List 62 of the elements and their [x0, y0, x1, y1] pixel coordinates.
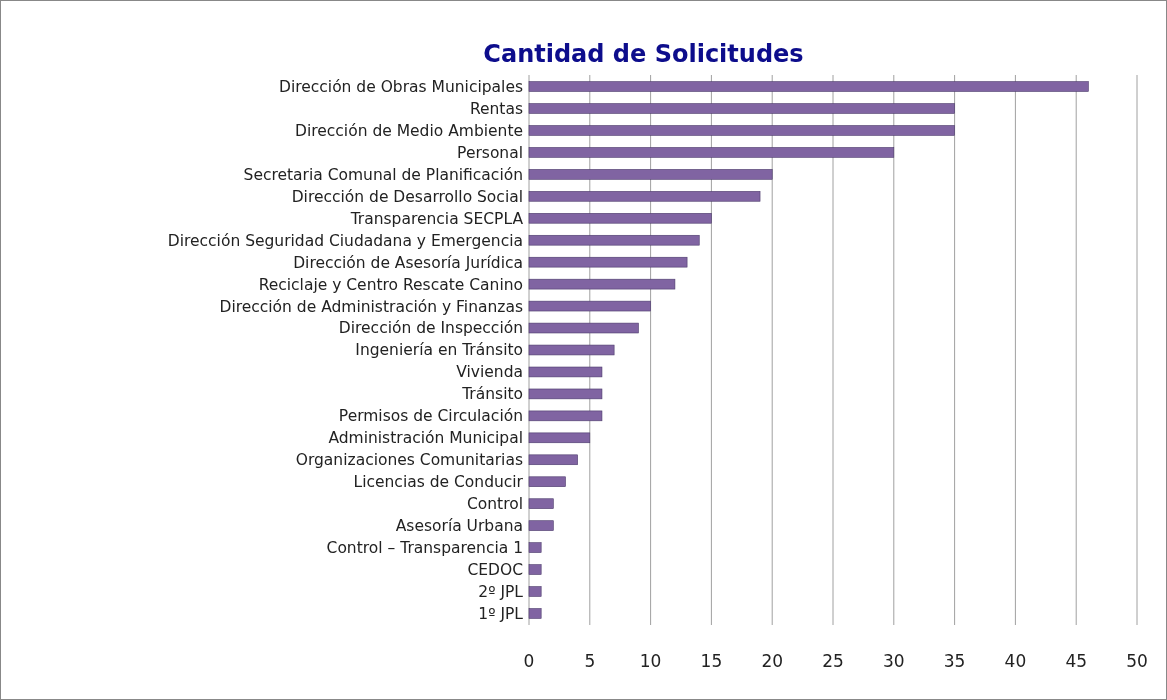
- x-tick-label: 25: [822, 651, 844, 671]
- bar: [528, 322, 639, 334]
- y-tick-label: Licencias de Conducir: [353, 473, 524, 492]
- y-tick-label: Reciclaje y Centro Rescate Canino: [258, 275, 523, 294]
- bar: [528, 125, 955, 136]
- x-tick-label: 40: [1004, 651, 1027, 671]
- bar: [528, 366, 603, 378]
- y-tick-label: Dirección de Inspección: [338, 319, 523, 338]
- bar: [528, 147, 895, 158]
- y-tick-label: Dirección de Obras Municipales: [278, 77, 523, 96]
- y-tick-label: Control – Transparencia 1: [326, 539, 523, 558]
- bar: [528, 169, 773, 180]
- y-tick-label: Dirección de Medio Ambiente: [295, 121, 523, 140]
- y-tick-label: Dirección de Asesoría Jurídica: [293, 253, 523, 272]
- bar: [528, 498, 554, 509]
- x-tick-label: 5: [584, 651, 596, 671]
- x-tick-label: 35: [943, 651, 966, 671]
- bar: [528, 608, 542, 619]
- y-tick-label: 2º JPL: [478, 582, 524, 601]
- bar: [528, 300, 651, 312]
- y-tick-label: Dirección de Desarrollo Social: [291, 187, 523, 206]
- bar: [528, 586, 542, 597]
- x-tick-label: 20: [761, 651, 784, 671]
- bar: [528, 520, 554, 531]
- x-tick-label: 0: [523, 651, 535, 671]
- bar: [528, 410, 603, 422]
- y-tick-label: Rentas: [469, 99, 523, 118]
- bar: [528, 476, 566, 487]
- y-tick-label: Ingeniería en Tránsito: [355, 341, 523, 360]
- x-tick-label: 30: [882, 651, 905, 671]
- x-tick-label: 45: [1065, 651, 1088, 671]
- bar: [528, 191, 761, 202]
- y-tick-label: Administración Municipal: [328, 429, 523, 448]
- bar: [528, 564, 542, 575]
- bar: [528, 388, 603, 400]
- y-tick-label: Organizaciones Comunitarias: [295, 451, 523, 470]
- y-tick-label: Permisos de Circulación: [338, 407, 523, 426]
- bar: [528, 542, 542, 553]
- y-tick-label: Personal: [457, 143, 523, 162]
- y-tick-label: Tránsito: [461, 385, 523, 404]
- chart-title: Cantidad de Solicitudes: [483, 40, 804, 68]
- y-tick-label: Vivienda: [456, 363, 523, 382]
- bar: [528, 454, 578, 466]
- x-tick-label: 10: [639, 651, 662, 671]
- y-tick-label: Secretaria Comunal de Planificación: [243, 165, 523, 184]
- bar: [528, 256, 688, 268]
- bar: [528, 213, 712, 224]
- bar: [528, 81, 1089, 92]
- y-tick-label: Control: [466, 495, 523, 514]
- bar: [528, 432, 591, 444]
- y-tick-label: Transparencia SECPLA: [349, 209, 524, 228]
- y-tick-label: Asesoría Urbana: [395, 517, 523, 536]
- x-tick-label: 50: [1126, 651, 1148, 671]
- y-tick-label: Dirección Seguridad Ciudadana y Emergencia: [167, 231, 523, 250]
- bar: [528, 278, 676, 290]
- y-tick-label: Dirección de Administración y Finanzas: [219, 297, 523, 316]
- y-tick-label: 1º JPL: [478, 604, 524, 623]
- bar: [528, 344, 615, 356]
- bar: [528, 103, 955, 114]
- y-tick-label: CEDOC: [467, 560, 523, 579]
- bar: [528, 234, 700, 246]
- x-tick-label: 15: [700, 651, 723, 671]
